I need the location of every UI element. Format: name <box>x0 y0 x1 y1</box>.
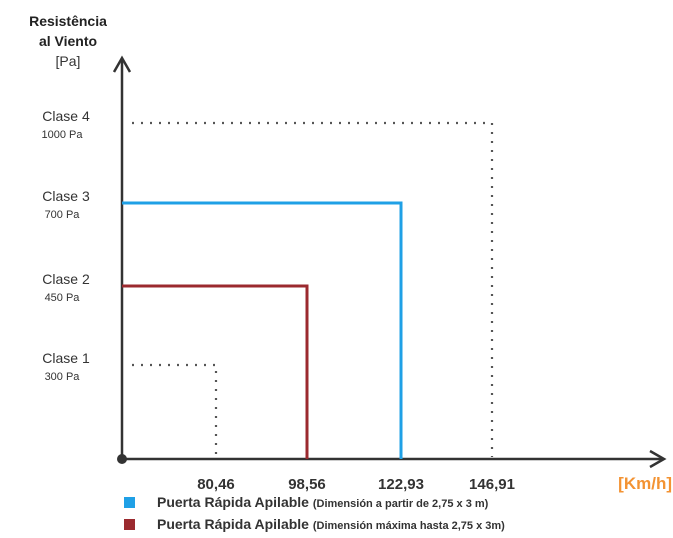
dotted-reference-1 <box>132 363 218 457</box>
legend-series-note-1: (Dimensión a partir de 2,75 x 3 m) <box>313 498 489 510</box>
legend-label-1: Puerta Rápida Apilable (Dimensión a part… <box>157 494 489 510</box>
y-tick-pressure-4: 1000 Pa <box>42 129 84 141</box>
legend-series-name-2: Puerta Rápida Apilable <box>157 516 313 532</box>
y-axis-arrow <box>112 55 132 73</box>
dotted-reference-4 <box>132 121 494 457</box>
y-tick-pressure-1: 300 Pa <box>45 371 81 383</box>
y-tick-class-2: Clase 2 <box>42 271 90 287</box>
series-line-1 <box>122 201 403 459</box>
legend-series-name-1: Puerta Rápida Apilable <box>157 494 313 510</box>
legend-label-2: Puerta Rápida Apilable (Dimensión máxima… <box>157 516 505 532</box>
y-tick-class-3: Clase 3 <box>42 188 90 204</box>
y-tick-labels: Clase 1 300 Pa Clase 2 450 Pa Clase 3 700 Pa C… <box>42 108 90 383</box>
legend-swatch-2 <box>124 519 135 530</box>
x-tick-label-2: 98,56 <box>288 476 326 493</box>
chart-marks <box>122 121 494 459</box>
x-axis-unit: [Km/h] <box>618 474 672 493</box>
y-tick-class-4: Clase 4 <box>42 108 90 124</box>
x-axis-arrow <box>649 449 667 469</box>
y-axis-title-line1: Resistência <box>29 13 107 29</box>
y-tick-class-1: Clase 1 <box>42 350 90 366</box>
x-tick-label-1: 80,46 <box>197 476 235 493</box>
y-axis-title-line2: al Viento <box>39 33 97 49</box>
series-line-2 <box>122 284 309 459</box>
legend-swatch-1 <box>124 497 135 508</box>
y-axis-unit: [Pa] <box>56 53 81 69</box>
x-tick-labels: 80,46 98,56 122,93 146,91 <box>197 476 515 493</box>
y-tick-pressure-3: 700 Pa <box>45 209 81 221</box>
y-tick-pressure-2: 450 Pa <box>45 292 81 304</box>
x-tick-label-3: 122,93 <box>378 476 424 493</box>
axes <box>112 55 667 469</box>
legend-series-note-2: (Dimensión máxima hasta 2,75 x 3m) <box>313 520 505 532</box>
x-tick-label-4: 146,91 <box>469 476 515 493</box>
legend: Puerta Rápida Apilable (Dimensión a part… <box>124 494 505 532</box>
origin-dot <box>117 454 127 464</box>
